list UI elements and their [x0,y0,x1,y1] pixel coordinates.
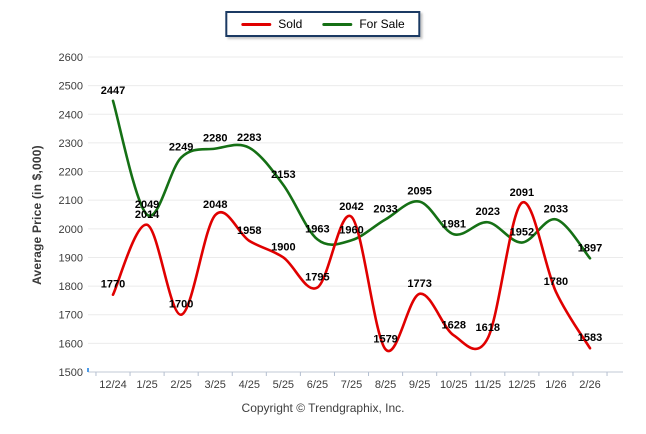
legend-label-for-sale: For Sale [359,17,405,31]
x-tick-label: 2/25 [170,379,191,391]
point-label-sold: 1579 [373,333,397,345]
legend-label-sold: Sold [278,17,303,31]
point-label-for-sale: 1897 [578,242,602,254]
point-label-sold: 1780 [544,276,568,288]
point-label-sold: 2048 [203,199,227,211]
series-line-sold [111,201,592,353]
y-tick-label: 2400 [59,109,83,121]
point-label-sold: 1773 [407,278,431,290]
point-label-for-sale: 2033 [373,203,397,215]
legend-item-for-sale: For Sale [322,17,405,31]
y-tick-label: 2600 [59,52,83,64]
point-label-sold: 1770 [101,279,125,291]
series-line-for-sale [111,99,592,260]
point-label-for-sale: 2280 [203,133,227,145]
sold-line-swatch [241,22,272,26]
x-tick-label: 12/24 [99,379,127,391]
y-tick-label: 1800 [59,281,83,293]
point-label-sold: 2042 [339,201,363,213]
point-label-sold: 1900 [271,241,295,253]
point-label-for-sale: 2249 [169,142,193,154]
point-label-sold: 1958 [237,225,261,237]
point-label-sold: 1628 [441,319,465,331]
x-tick-label: 1/25 [136,379,157,391]
y-tick-label: 1500 [59,367,83,379]
x-tick-label: 3/25 [205,379,226,391]
y-tick-label: 2100 [59,195,83,207]
point-label-sold: 1618 [476,322,500,334]
y-axis-title: Average Price (in $,000) [30,145,44,285]
y-tick-label: 1900 [59,252,83,264]
x-tick-label: 6/25 [307,379,328,391]
point-label-sold: 1700 [169,299,193,311]
point-label-sold: 1583 [578,332,602,344]
point-label-for-sale: 2033 [544,203,568,215]
point-label-for-sale: 2095 [407,186,431,198]
y-tick-label: 1700 [59,310,83,322]
point-label-for-sale: 1963 [305,223,329,235]
x-tick-label: 10/25 [440,379,468,391]
legend-item-sold: Sold [241,18,302,30]
x-tick-label: 7/25 [341,379,362,391]
y-tick-label: 1600 [59,338,83,350]
for-sale-line-swatch [322,22,353,26]
y-tick-label: 2000 [59,224,83,236]
x-tick-label: 12/25 [508,379,536,391]
point-label-for-sale: 1952 [510,227,534,239]
y-tick-label: 2500 [59,81,83,93]
point-label-sold: 1795 [305,272,329,284]
point-label-for-sale: 1960 [339,224,363,236]
copyright-text: Copyright © Trendgraphix, Inc. [241,401,405,415]
x-tick-label: 11/25 [474,379,501,391]
legend: Sold For Sale [225,11,421,37]
point-label-for-sale: 2049 [135,199,159,211]
point-label-sold: 2091 [510,187,534,199]
x-tick-label: 1/26 [545,379,566,391]
x-tick-label: 2/26 [579,379,600,391]
x-tick-label: 5/25 [273,379,294,391]
x-tick-label: 4/25 [239,379,260,391]
point-label-for-sale: 1981 [441,218,465,230]
y-tick-label: 2200 [59,167,83,179]
x-tick-label: 8/25 [375,379,396,391]
point-label-for-sale: 2153 [271,169,295,181]
point-label-for-sale: 2283 [237,132,261,144]
point-label-for-sale: 2023 [476,206,500,218]
x-tick-label: 9/25 [409,379,430,391]
point-label-for-sale: 2447 [101,85,125,97]
point-label-sold: 2014 [135,209,160,221]
y-tick-label: 2300 [59,138,83,150]
